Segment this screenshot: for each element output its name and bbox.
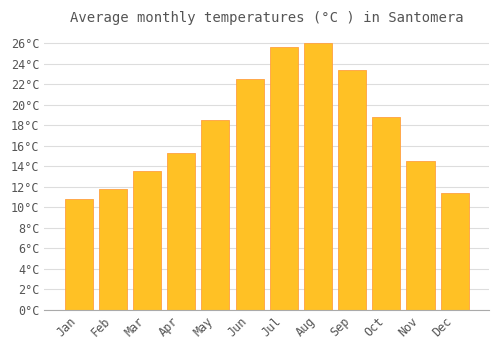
Bar	[167, 153, 195, 310]
Bar	[270, 47, 298, 310]
Bar	[406, 161, 434, 310]
Bar	[372, 117, 400, 310]
Bar	[99, 189, 127, 310]
Bar	[440, 193, 468, 310]
Title: Average monthly temperatures (°C ) in Santomera: Average monthly temperatures (°C ) in Sa…	[70, 11, 464, 25]
Bar	[202, 120, 230, 310]
Bar	[236, 79, 264, 310]
Bar	[64, 199, 92, 310]
Bar	[338, 70, 366, 310]
Bar	[133, 172, 161, 310]
Bar	[304, 43, 332, 310]
